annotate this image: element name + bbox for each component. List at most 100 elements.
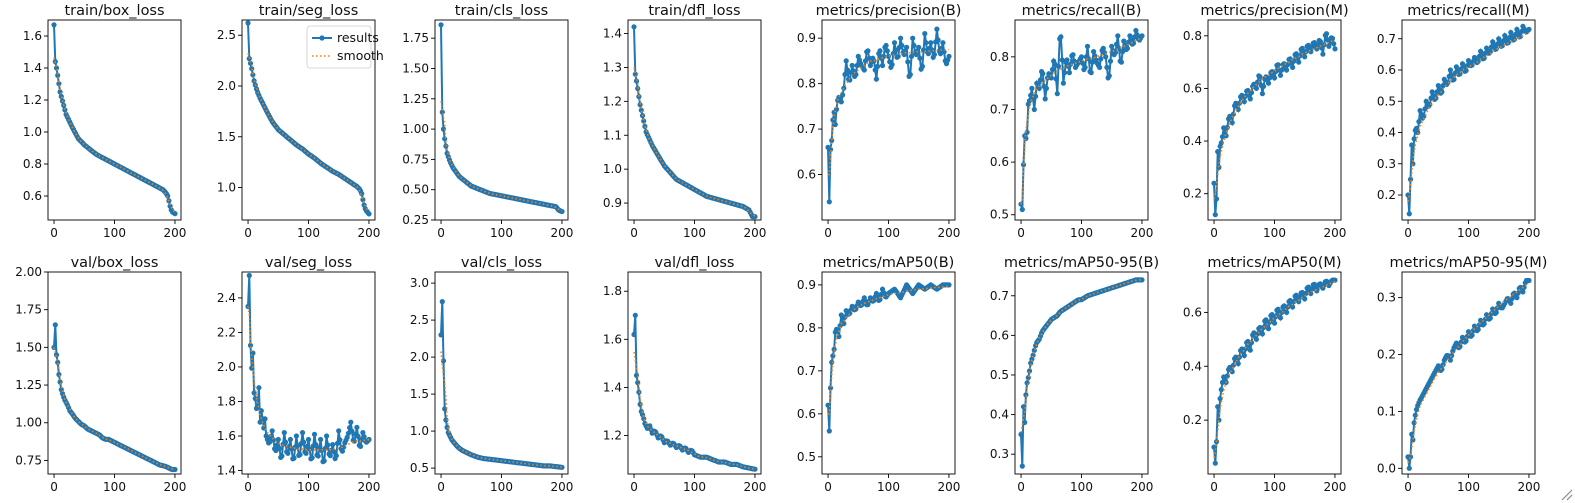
results-point bbox=[861, 67, 867, 73]
results-point bbox=[1216, 164, 1222, 170]
results-point bbox=[258, 408, 264, 414]
results-point bbox=[642, 123, 648, 129]
results-point bbox=[1028, 360, 1034, 366]
results-point bbox=[1411, 136, 1417, 142]
results-point bbox=[172, 211, 178, 217]
results-point bbox=[752, 214, 758, 220]
results-point bbox=[1412, 412, 1418, 418]
results-point bbox=[873, 76, 880, 82]
results-point bbox=[1217, 396, 1223, 402]
results-point bbox=[1218, 387, 1224, 393]
y-tick-label: 0.4 bbox=[1183, 359, 1202, 373]
x-tick-label: 100 bbox=[877, 480, 900, 494]
y-tick-label: 0.9 bbox=[603, 196, 622, 210]
results-point bbox=[865, 48, 871, 54]
y-tick-label: 2.2 bbox=[217, 325, 236, 339]
subplot-train-box-loss: train/box_loss 0 100 200 0.6 0.8 1.0 1.2 1.4 1.6 bbox=[23, 3, 187, 240]
results-point bbox=[907, 71, 913, 78]
y-tick-label: 1.00 bbox=[402, 122, 429, 136]
y-tick-label: 0.8 bbox=[1183, 29, 1202, 43]
y-tick-label: 1.00 bbox=[15, 416, 42, 430]
y-tick-label: 1.2 bbox=[603, 94, 622, 108]
smooth-line bbox=[828, 285, 950, 415]
y-tick-label: 0.2 bbox=[1183, 413, 1202, 427]
y-tick-label: 0.6 bbox=[23, 189, 42, 203]
results-point bbox=[313, 442, 319, 448]
x-tick-label: 200 bbox=[1518, 226, 1541, 240]
y-tick-label: 0.5 bbox=[797, 450, 816, 464]
y-tick-label: 0.0 bbox=[1377, 461, 1396, 475]
results-point bbox=[934, 26, 940, 32]
results-point bbox=[840, 92, 846, 98]
subplot-metrics-map50-m-: metrics/mAP50(M) 0 100 200 0.2 0.4 0.6 bbox=[1183, 255, 1347, 494]
results-point bbox=[245, 20, 251, 26]
x-tick-label: 0 bbox=[1210, 480, 1218, 494]
results-point bbox=[256, 385, 262, 391]
results-point bbox=[1031, 106, 1037, 113]
results-point bbox=[559, 464, 565, 470]
results-point bbox=[305, 436, 312, 443]
results-point bbox=[1134, 32, 1140, 38]
x-tick-label: 100 bbox=[1070, 226, 1093, 240]
results-point bbox=[1279, 67, 1285, 73]
y-tick-label: 0.6 bbox=[1377, 63, 1396, 77]
y-tick-label: 0.7 bbox=[990, 289, 1009, 303]
results-line bbox=[1407, 23, 1530, 214]
results-point bbox=[1247, 96, 1253, 102]
results-point bbox=[1253, 85, 1259, 91]
results-point bbox=[1299, 45, 1305, 52]
results-point bbox=[917, 55, 923, 61]
x-tick-label: 100 bbox=[490, 480, 513, 494]
subplot-metrics-recall-b-: metrics/recall(B) 0 100 200 0.5 0.6 0.7 0.8 bbox=[990, 3, 1154, 240]
y-tick-label: 1.6 bbox=[217, 429, 236, 443]
x-tick-label: 200 bbox=[1131, 480, 1154, 494]
y-tick-label: 0.50 bbox=[402, 183, 429, 197]
results-point bbox=[638, 107, 644, 113]
results-point bbox=[344, 434, 350, 440]
y-tick-label: 0.2 bbox=[1183, 187, 1202, 201]
results-point bbox=[1275, 62, 1281, 68]
subplot-title: metrics/mAP50-95(M) bbox=[1390, 255, 1548, 271]
results-point bbox=[1329, 35, 1336, 42]
results-point bbox=[1505, 39, 1511, 46]
y-tick-label: 1.8 bbox=[217, 394, 236, 408]
results-point bbox=[1216, 417, 1222, 423]
results-point bbox=[1236, 100, 1242, 106]
results-point bbox=[1261, 83, 1267, 89]
results-point bbox=[1130, 40, 1137, 46]
results-point bbox=[904, 44, 910, 50]
y-tick-label: 0.9 bbox=[797, 278, 816, 292]
y-tick-label: 2.0 bbox=[217, 79, 236, 93]
results-point bbox=[1118, 59, 1124, 65]
results-point bbox=[1060, 80, 1066, 86]
results-point bbox=[1259, 91, 1265, 97]
axes-frame bbox=[1401, 271, 1536, 475]
results-point bbox=[1463, 68, 1469, 74]
y-tick-label: 0.7 bbox=[797, 364, 816, 378]
results-point bbox=[1320, 51, 1326, 57]
results-point bbox=[359, 191, 365, 197]
results-point bbox=[835, 328, 841, 334]
results-point bbox=[922, 30, 928, 37]
results-point bbox=[287, 436, 293, 443]
resize-grip-icon[interactable] bbox=[1559, 487, 1573, 501]
y-tick-label: 0.6 bbox=[990, 155, 1009, 169]
results-point bbox=[1029, 356, 1035, 362]
x-tick-label: 100 bbox=[103, 226, 126, 240]
results-point bbox=[1058, 34, 1064, 40]
results-point bbox=[262, 416, 268, 422]
results-line bbox=[827, 282, 949, 432]
x-tick-label: 0 bbox=[1404, 480, 1412, 494]
results-point bbox=[1526, 26, 1532, 32]
y-tick-label: 1.75 bbox=[402, 31, 429, 45]
x-tick-label: 0 bbox=[1017, 226, 1025, 240]
smooth-line bbox=[247, 53, 370, 213]
results-point bbox=[438, 22, 444, 28]
y-tick-label: 1.2 bbox=[23, 93, 42, 107]
results-point bbox=[1277, 72, 1284, 78]
x-tick-label: 200 bbox=[1131, 226, 1154, 240]
smooth-line bbox=[1407, 282, 1530, 463]
subplot-title: metrics/precision(B) bbox=[816, 3, 962, 19]
results-point bbox=[51, 22, 57, 28]
results-point bbox=[442, 406, 448, 412]
